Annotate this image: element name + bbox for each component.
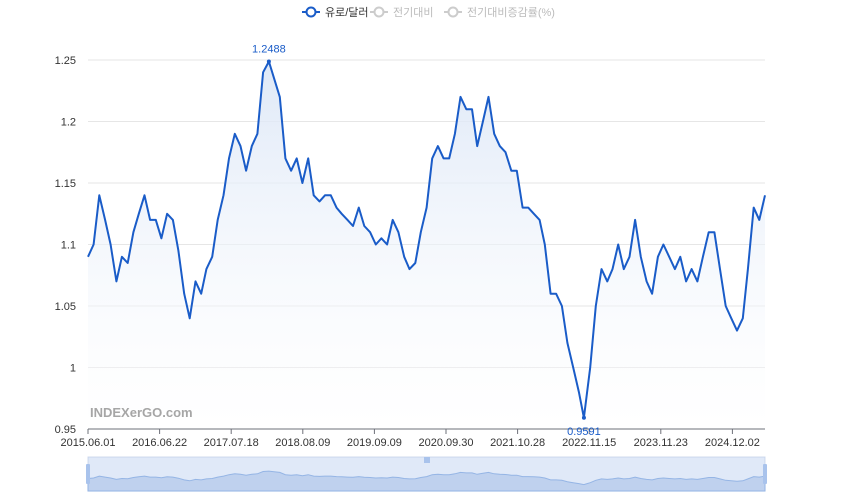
x-tick-label: 2020.09.30: [418, 437, 473, 449]
legend-marker: [447, 6, 459, 18]
y-tick-label: 0.95: [55, 424, 76, 436]
legend-label: 전기대비: [393, 6, 433, 19]
annotation-marker: [266, 59, 271, 64]
y-axis: 0.95 1 1.05 1.1 1.15 1.2 1.25: [55, 55, 76, 436]
slider-left-handle[interactable]: [86, 464, 90, 484]
series-area: [88, 61, 765, 429]
annotations: 1.2488 0.9591: [252, 43, 601, 437]
x-tick-label: 2024.12.02: [705, 437, 760, 449]
x-tick-label: 2023.11.23: [634, 437, 688, 449]
x-tick-label: 2021.10.28: [490, 437, 545, 449]
x-tick-label: 2019.09.09: [347, 437, 402, 449]
zoom-slider[interactable]: [86, 456, 767, 492]
legend-item-0[interactable]: 유로/달러: [302, 6, 369, 19]
legend-item-1[interactable]: 전기대비: [370, 6, 433, 19]
x-tick-label: 2016.06.22: [132, 437, 187, 449]
x-tick-label: 2017.07.18: [204, 437, 259, 449]
legend: 유로/달러 전기대비 전기대비증감률(%): [302, 6, 555, 19]
x-tick-label: 2015.06.01: [60, 437, 115, 449]
legend-label: 유로/달러: [325, 6, 369, 19]
legend-label: 전기대비증감률(%): [467, 6, 555, 19]
y-tick-label: 1: [70, 363, 76, 375]
annotation-label: 1.2488: [252, 43, 286, 55]
legend-marker: [305, 6, 317, 18]
slider-move-handle[interactable]: [424, 457, 430, 463]
y-tick-label: 1.05: [55, 301, 76, 313]
x-tick-label: 2018.08.09: [275, 437, 330, 449]
slider-preview-area: [87, 470, 766, 492]
y-tick-label: 1.25: [55, 55, 76, 67]
legend-marker: [373, 6, 385, 18]
legend-item-2[interactable]: 전기대비증감률(%): [444, 6, 555, 19]
watermark: INDEXerGO.com: [90, 405, 193, 420]
annotation-marker: [581, 415, 586, 420]
series-line: [87, 60, 766, 419]
x-tick-label: 2022.11.15: [562, 437, 616, 449]
y-tick-label: 1.1: [61, 240, 76, 252]
annotation-label: 0.9591: [567, 426, 601, 438]
y-tick-label: 1.15: [55, 178, 76, 190]
slider-right-handle[interactable]: [763, 464, 767, 484]
y-tick-label: 1.2: [61, 117, 76, 129]
x-axis: 2015.06.01 2016.06.22 2017.07.18 2018.08.09…: [60, 429, 760, 449]
